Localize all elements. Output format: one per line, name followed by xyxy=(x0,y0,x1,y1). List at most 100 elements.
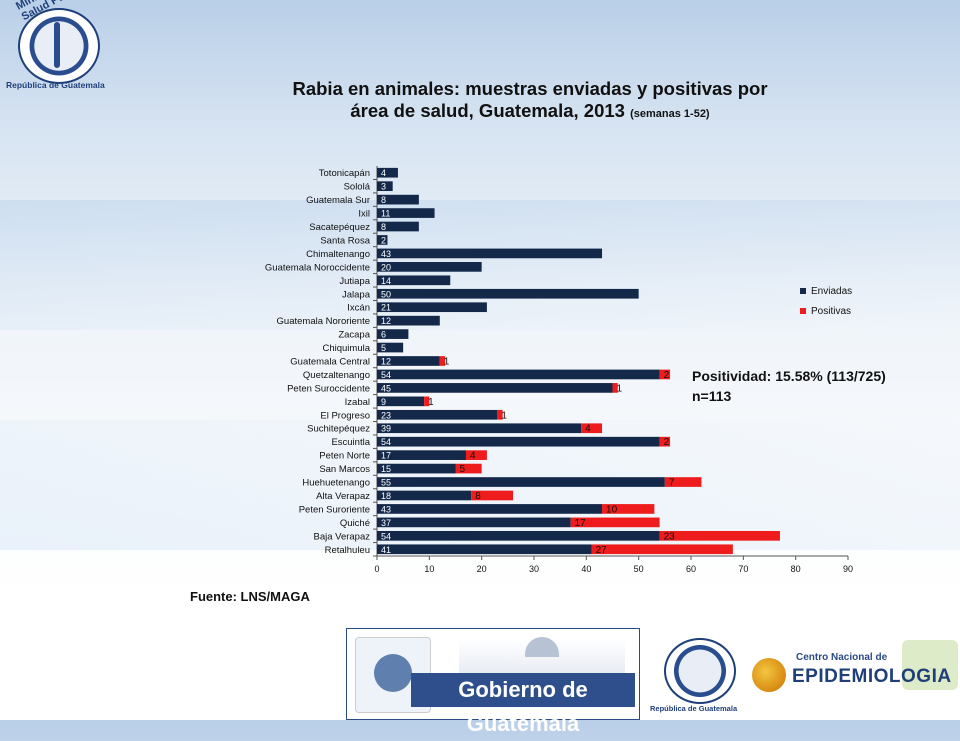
data-label-enviadas: 2 xyxy=(381,235,386,245)
category-label: Chiquimula xyxy=(322,343,370,354)
data-label-positivas: 8 xyxy=(475,491,481,502)
bar-enviadas xyxy=(377,477,665,487)
gobierno-logo: Gobierno de Guatemala xyxy=(346,628,640,736)
category-label: Baja Verapaz xyxy=(313,531,370,542)
bar-positivas xyxy=(659,436,671,447)
category-label: Escuintla xyxy=(331,437,370,448)
x-tick-label: 70 xyxy=(738,564,748,574)
data-label-positivas: 1 xyxy=(617,383,623,394)
x-tick-label: 0 xyxy=(374,564,379,574)
positividad-text: Positividad: 15.58% (113/725) xyxy=(692,368,886,384)
bar-chart: 0 10 20 30 40 50 60 70 80 90 Totonicapán 4 Sololá 3 Gu… xyxy=(265,166,853,574)
bar-positivas xyxy=(465,450,487,460)
data-label-positivas: 2 xyxy=(664,437,670,448)
bar-enviadas xyxy=(377,530,660,541)
category-label: Guatemala Sur xyxy=(306,195,370,206)
chart-title-line2: área de salud, Guatemala, 2013 xyxy=(350,100,625,121)
data-label-positivas: 17 xyxy=(575,518,587,529)
category-label: El Progreso xyxy=(320,410,370,421)
data-label-enviadas: 39 xyxy=(381,424,391,434)
category-label: Huehuetenango xyxy=(302,478,370,489)
x-tick-label: 10 xyxy=(424,564,434,574)
data-label-positivas: 2 xyxy=(664,370,670,381)
data-label-enviadas: 54 xyxy=(381,370,391,380)
data-label-enviadas: 43 xyxy=(381,504,391,514)
data-label-enviadas: 9 xyxy=(381,397,386,407)
data-label-enviadas: 12 xyxy=(381,357,391,367)
cne-logo-top-text: Centro Nacional de xyxy=(796,652,888,663)
category-label: Jalapa xyxy=(342,289,371,300)
bar-enviadas xyxy=(377,436,660,447)
data-label-enviadas: 21 xyxy=(381,303,391,313)
category-label: Chimaltenango xyxy=(306,249,370,260)
category-label: Jutiapa xyxy=(339,276,370,287)
bar-positivas xyxy=(570,517,660,528)
legend-item-enviadas: Enviadas xyxy=(800,281,852,301)
data-label-positivas: 23 xyxy=(664,531,676,542)
globe-icon xyxy=(752,658,786,692)
data-label-enviadas: 54 xyxy=(381,437,391,447)
bar-enviadas xyxy=(377,517,571,528)
data-label-enviadas: 6 xyxy=(381,330,386,340)
bar-enviadas xyxy=(377,275,451,286)
category-label: Suchitepéquez xyxy=(307,424,370,435)
positividad-annotation: Positividad: 15.58% (113/725) n=113 xyxy=(692,366,886,406)
ministerio-seal-icon xyxy=(18,8,100,84)
footer-logos: Gobierno de Guatemala República de Guate… xyxy=(346,628,960,736)
bar-enviadas xyxy=(377,167,398,178)
map-icon xyxy=(902,640,958,690)
x-tick-label: 30 xyxy=(529,564,539,574)
data-label-positivas: 1 xyxy=(501,410,507,421)
bar-positivas xyxy=(471,490,514,501)
bar-enviadas xyxy=(377,315,440,326)
palace-icon xyxy=(459,637,625,676)
data-label-enviadas: 37 xyxy=(381,518,391,528)
bar-enviadas xyxy=(377,463,456,474)
source-note: Fuente: LNS/MAGA xyxy=(190,589,310,604)
category-label: Retalhuleu xyxy=(325,545,370,556)
bar-enviadas xyxy=(377,235,388,245)
data-label-positivas: 1 xyxy=(444,357,450,368)
category-label: Ixcán xyxy=(347,303,370,314)
bar-enviadas xyxy=(377,329,409,339)
category-label: Quiché xyxy=(340,518,370,529)
data-label-enviadas: 50 xyxy=(381,289,391,299)
legend-label-enviadas: Enviadas xyxy=(811,285,853,297)
category-label: Ixil xyxy=(358,209,370,220)
category-label: Totonicapán xyxy=(319,168,370,179)
category-label: Guatemala Central xyxy=(290,357,370,368)
data-label-enviadas: 41 xyxy=(381,545,391,555)
data-label-positivas: 5 xyxy=(460,464,466,475)
ministerio-logo-subtext: República de Guatemala xyxy=(6,80,105,90)
data-label-positivas: 10 xyxy=(606,504,618,515)
bar-positivas xyxy=(612,383,618,393)
bar-enviadas xyxy=(377,262,482,272)
bar-positivas xyxy=(591,544,733,555)
sample-size-text: n=113 xyxy=(692,388,732,404)
data-label-enviadas: 23 xyxy=(381,410,391,420)
data-label-positivas: 7 xyxy=(669,478,675,489)
category-label: Quetzaltenango xyxy=(303,370,370,381)
data-label-enviadas: 55 xyxy=(381,478,391,488)
data-label-enviadas: 11 xyxy=(381,209,390,219)
bar-enviadas xyxy=(377,423,582,434)
data-label-enviadas: 18 xyxy=(381,491,391,501)
data-label-enviadas: 4 xyxy=(381,168,386,178)
category-label: Guatemala Nororiente xyxy=(277,316,370,327)
category-label: Peten Norte xyxy=(319,451,370,462)
data-label-enviadas: 17 xyxy=(381,451,391,461)
data-label-enviadas: 54 xyxy=(381,531,391,541)
data-label-enviadas: 14 xyxy=(381,276,391,286)
cne-logo-main-text: EPIDEMIOLOGIA xyxy=(792,666,952,687)
bar-positivas xyxy=(455,463,482,474)
bar-enviadas xyxy=(377,450,466,460)
data-label-positivas: 4 xyxy=(585,424,591,435)
bar-enviadas xyxy=(377,208,435,218)
chart-title-line1: Rabia en animales: muestras enviadas y p… xyxy=(292,78,768,99)
data-label-enviadas: 20 xyxy=(381,262,391,272)
legend-swatch-positivas xyxy=(800,308,806,314)
x-tick-label: 80 xyxy=(791,564,801,574)
category-label: San Marcos xyxy=(319,464,370,475)
bar-enviadas xyxy=(377,181,393,192)
data-label-positivas: 1 xyxy=(428,397,434,408)
